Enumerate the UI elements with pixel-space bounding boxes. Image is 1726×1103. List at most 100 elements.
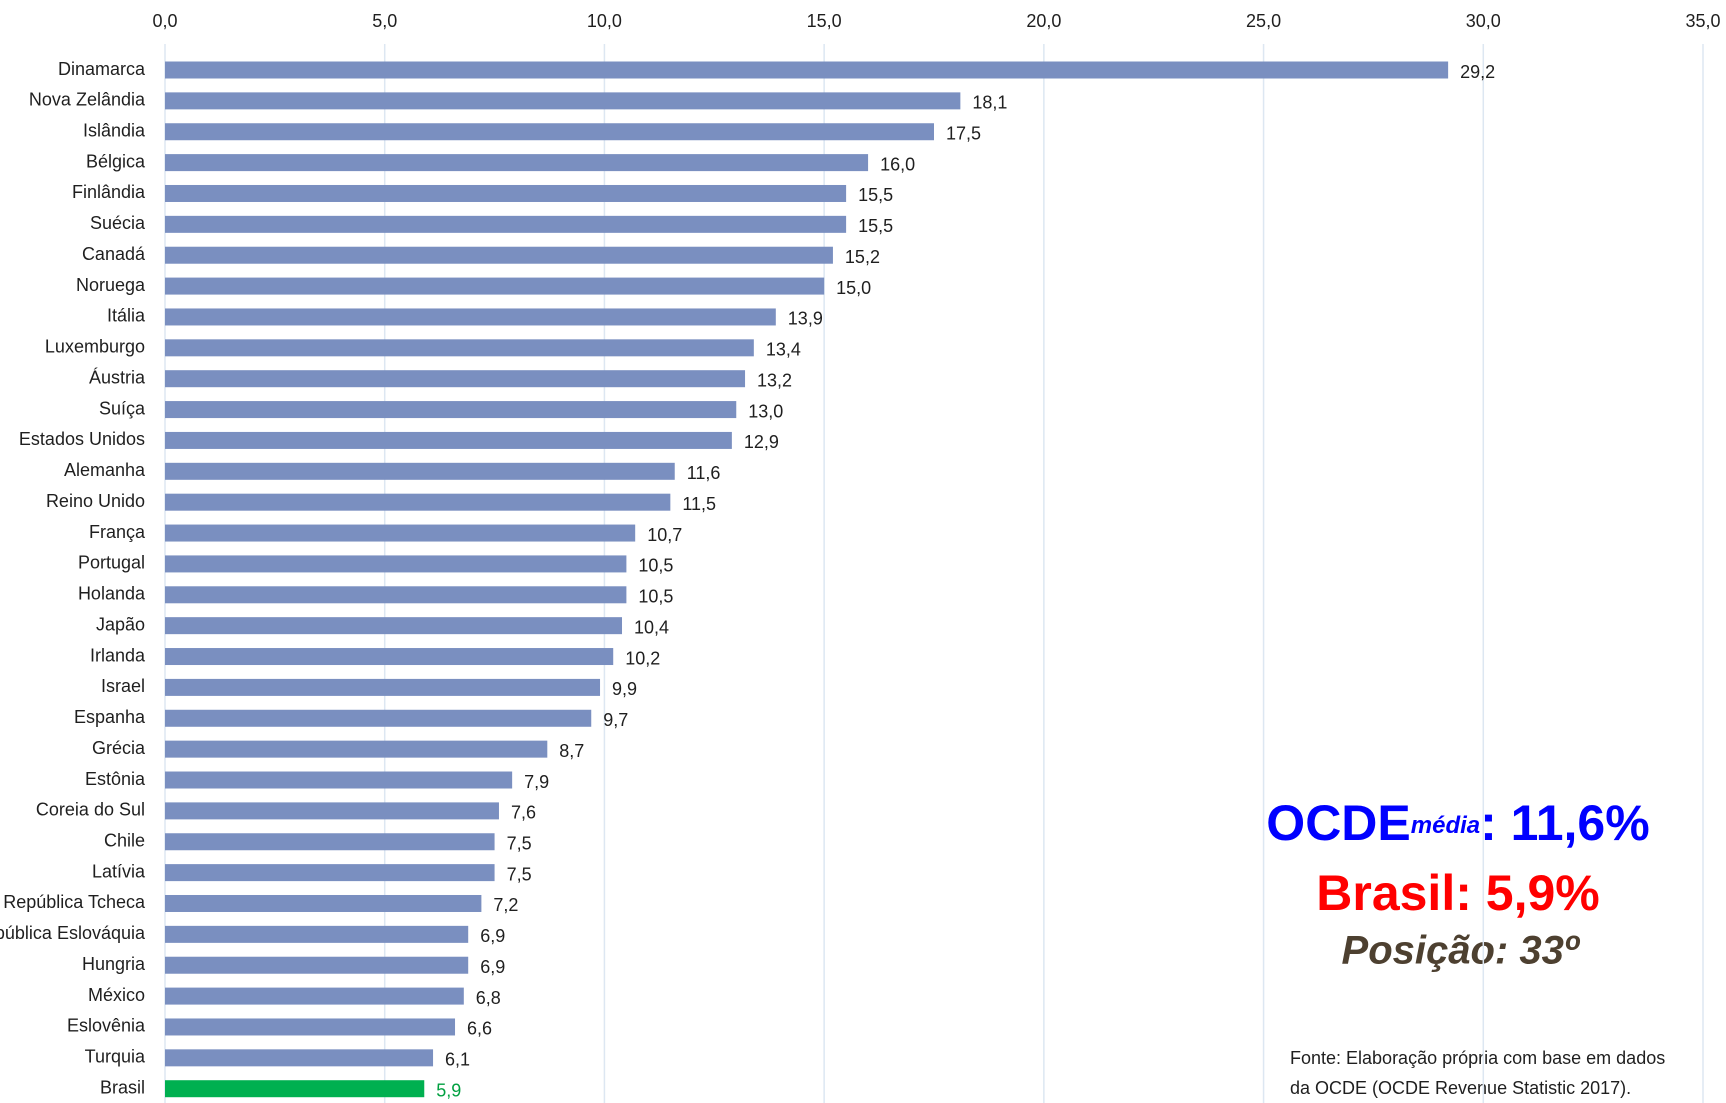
category-label: Itália: [107, 306, 146, 326]
bar: [165, 92, 961, 110]
bar: [165, 987, 464, 1005]
value-label: 13,0: [748, 401, 783, 421]
ocde-value: : 11,6%: [1480, 795, 1650, 851]
ocde-label: OCDE: [1266, 795, 1410, 851]
value-label: 17,5: [946, 123, 981, 143]
bar: [165, 246, 833, 264]
category-label: Grécia: [92, 738, 146, 758]
value-label: 10,5: [638, 556, 673, 576]
ocde-sub: média: [1411, 812, 1480, 839]
category-label: Noruega: [76, 275, 146, 295]
category-label: República Tcheca: [3, 892, 146, 912]
value-label: 13,4: [766, 340, 801, 360]
bar: [165, 894, 482, 912]
category-label: Estados Unidos: [19, 429, 145, 449]
bar: [165, 401, 737, 419]
x-tick-label: 0,0: [152, 11, 177, 31]
category-label: República Eslováquia: [0, 923, 146, 943]
value-label: 11,6: [687, 463, 721, 483]
x-tick-label: 35,0: [1685, 11, 1720, 31]
value-label: 10,4: [634, 617, 669, 637]
value-label: 6,9: [480, 926, 505, 946]
category-label: Suécia: [90, 213, 146, 233]
category-label: Áustria: [89, 367, 146, 387]
brasil-annotation: Brasil: 5,9%: [1316, 865, 1599, 921]
value-label: 29,2: [1460, 62, 1495, 82]
bar: [165, 1049, 434, 1067]
bar: [165, 802, 499, 820]
category-label: Luxemburgo: [45, 337, 145, 357]
value-label: 7,2: [493, 895, 518, 915]
bar: [165, 61, 1449, 79]
category-label: Bélgica: [86, 151, 146, 171]
bar: [165, 771, 513, 789]
bar: [165, 833, 495, 851]
category-label: Islândia: [83, 120, 146, 140]
bar: [165, 925, 469, 943]
category-label: Reino Unido: [46, 491, 145, 511]
category-label: Brasil: [100, 1077, 145, 1097]
value-label: 6,6: [467, 1019, 492, 1039]
x-tick-label: 5,0: [372, 11, 397, 31]
category-label: Japão: [96, 614, 145, 634]
value-label: 18,1: [972, 93, 1007, 113]
bar: [165, 740, 548, 758]
bar: [165, 956, 469, 974]
category-label: México: [88, 985, 145, 1005]
category-label: Finlândia: [72, 182, 146, 202]
value-label: 15,0: [836, 278, 871, 298]
bar: [165, 493, 671, 511]
source-line: Fonte: Elaboração própria com base em da…: [1290, 1048, 1665, 1068]
value-label: 7,5: [507, 834, 532, 854]
category-label: Dinamarca: [58, 59, 146, 79]
category-label: Canadá: [82, 244, 146, 264]
x-tick-label: 15,0: [807, 11, 842, 31]
value-label: 10,5: [638, 587, 673, 607]
value-label: 16,0: [880, 154, 915, 174]
category-label: Alemanha: [64, 460, 146, 480]
value-label: 9,7: [603, 710, 628, 730]
bar: [165, 864, 495, 882]
category-label: Latívia: [92, 861, 146, 881]
bar: [165, 431, 732, 449]
category-label: Estônia: [85, 769, 146, 789]
bar: [165, 215, 847, 233]
bar: [165, 586, 627, 604]
value-label: 11,5: [682, 494, 716, 514]
category-label: Suíça: [99, 398, 146, 418]
bar: [165, 370, 746, 388]
bar: [165, 308, 776, 326]
bar: [165, 617, 623, 635]
value-label: 6,1: [445, 1050, 470, 1070]
bar: [165, 462, 675, 480]
bar: [165, 555, 627, 573]
bar: [165, 709, 592, 727]
value-label: 6,8: [476, 988, 501, 1008]
value-label: 13,2: [757, 370, 792, 390]
bar: [165, 1018, 456, 1036]
bar: [165, 678, 601, 696]
category-label: Espanha: [74, 707, 146, 727]
value-label: 15,5: [858, 216, 893, 236]
category-label: França: [89, 522, 146, 542]
bar: [165, 184, 847, 202]
x-tick-label: 25,0: [1246, 11, 1281, 31]
category-label: Turquia: [85, 1047, 146, 1067]
value-label: 10,7: [647, 525, 682, 545]
bar: [165, 648, 614, 666]
x-tick-label: 20,0: [1026, 11, 1061, 31]
bar: [165, 277, 825, 295]
source-line: da OCDE (OCDE Revenue Statistic 2017).: [1290, 1078, 1631, 1098]
x-tick-label: 30,0: [1466, 11, 1501, 31]
value-label: 9,9: [612, 679, 637, 699]
value-label: 6,9: [480, 957, 505, 977]
category-label: Nova Zelândia: [29, 90, 146, 110]
category-label: Holanda: [78, 584, 146, 604]
value-label: 15,5: [858, 185, 893, 205]
category-label: Coreia do Sul: [36, 800, 145, 820]
value-label: 5,9: [436, 1080, 461, 1100]
value-label: 10,2: [625, 648, 660, 668]
position-annotation: Posição: 33º: [1342, 929, 1581, 973]
bar: [165, 123, 934, 141]
